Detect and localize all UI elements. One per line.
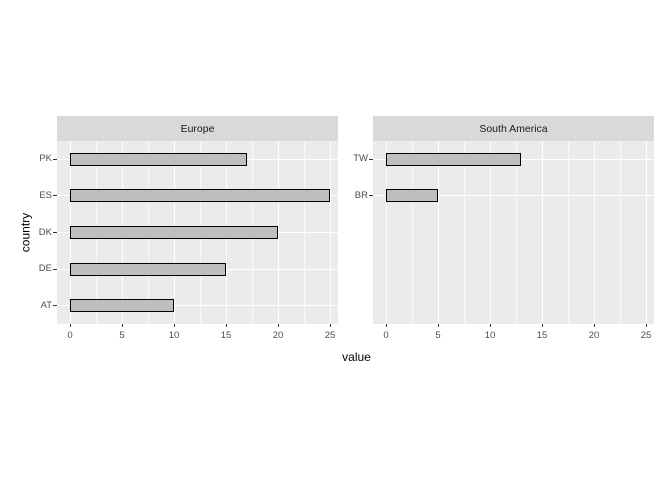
x-axis-tick [541,324,543,327]
gridline-major-horizontal [57,305,338,307]
bar [70,262,226,276]
x-axis-tick [69,324,71,327]
gridline-minor-vertical [463,141,465,324]
x-axis-tick [121,324,123,327]
bar [70,299,174,313]
x-axis-tick [437,324,439,327]
gridline-major-vertical [437,141,439,324]
gridline-minor-vertical [619,141,621,324]
y-axis-label: AT [40,299,52,311]
gridline-major-vertical [593,141,595,324]
bar [386,152,522,166]
gridline-major-vertical [489,141,491,324]
y-axis-tick [53,195,57,197]
gridline-major-vertical [541,141,543,324]
x-axis-label: 25 [640,330,652,341]
y-axis-tick [369,195,373,197]
bar [386,189,438,203]
bar [70,189,330,203]
bar [70,152,247,166]
y-axis-label: PK [39,153,52,165]
x-axis-label: 15 [536,330,548,341]
x-axis-label: 5 [119,330,125,341]
facet-panel [57,141,338,324]
x-axis-label: 5 [435,330,441,341]
x-axis-label: 20 [588,330,600,341]
x-axis-label: 0 [67,330,73,341]
x-axis-label: 10 [484,330,496,341]
gridline-minor-vertical [411,141,413,324]
y-axis-tick [53,268,57,270]
y-axis-label: DK [38,226,52,238]
x-axis-label: 0 [383,330,389,341]
x-axis-tick [277,324,279,327]
facet-strip-label: South America [479,122,548,135]
x-axis-tick [329,324,331,327]
x-axis-title: value [342,350,371,364]
facet-panel [373,141,654,324]
facet-strip-label: Europe [180,122,215,135]
facet-strip: South America [373,116,654,141]
gridline-major-vertical [385,141,387,324]
y-axis-tick [53,305,57,307]
gridline-major-horizontal [373,195,654,197]
y-axis-label: ES [39,189,52,201]
y-axis-tick [53,158,57,160]
facet-strip: Europe [57,116,338,141]
x-axis-tick [489,324,491,327]
bar [70,226,278,239]
gridline-major-vertical [645,141,647,324]
y-axis-label: BR [354,189,368,201]
x-axis-label: 15 [220,330,232,341]
y-axis-tick [53,232,57,233]
y-axis-label: DE [38,263,52,275]
x-axis-label: 25 [324,330,336,341]
gridline-minor-vertical [567,141,569,324]
x-axis-tick [645,324,647,327]
x-axis-tick [225,324,227,327]
x-axis-tick [173,324,175,327]
y-axis-label: TW [353,153,368,165]
y-axis-tick [369,158,373,160]
x-axis-tick [593,324,595,327]
x-axis-tick [385,324,387,327]
x-axis-label: 10 [168,330,180,341]
gridline-minor-vertical [515,141,517,324]
x-axis-label: 20 [272,330,284,341]
